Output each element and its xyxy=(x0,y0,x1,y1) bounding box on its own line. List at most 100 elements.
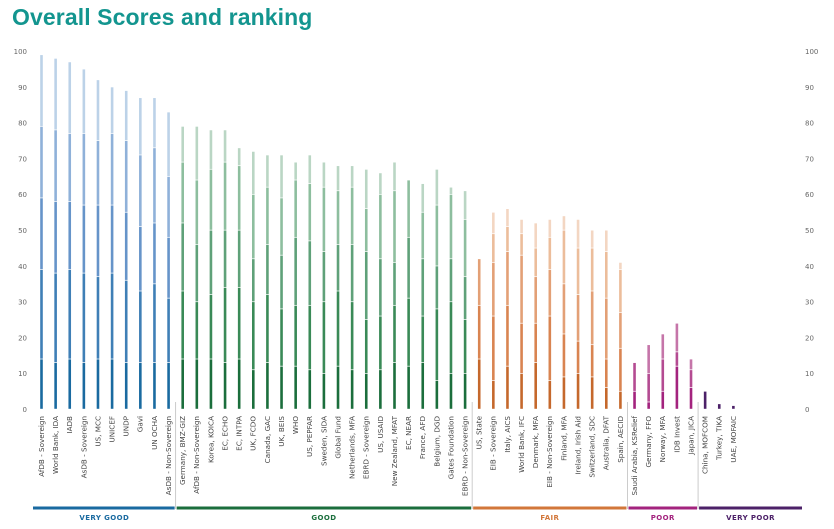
bar-segment-43-2 xyxy=(647,345,650,373)
bar-segment-19-3 xyxy=(308,183,312,241)
bar-segment-18-3 xyxy=(294,180,297,237)
bar-segment-12-0 xyxy=(209,359,213,409)
bar-segment-12-4 xyxy=(209,130,213,169)
bar-segment-30-4 xyxy=(463,191,467,220)
bar-segment-24-2 xyxy=(379,259,382,316)
bar-segment-42-1 xyxy=(633,362,636,391)
y-tick-left-0: 0 xyxy=(23,406,27,414)
bar-segment-29-3 xyxy=(449,194,453,259)
bar-segment-22-1 xyxy=(350,302,354,370)
category-label-15: UK, FCDO xyxy=(249,416,258,451)
category-label-28: Belgium, DGD xyxy=(432,416,441,467)
y-tick-right-30: 30 xyxy=(805,299,814,307)
bar-segment-39-3 xyxy=(590,248,594,291)
bar-segment-28-2 xyxy=(435,266,439,309)
bar-segment-26-1 xyxy=(407,298,410,366)
category-label-39: Switzerland, SDC xyxy=(588,416,597,478)
y-tick-right-20: 20 xyxy=(805,334,814,342)
bar-segment-23-3 xyxy=(364,209,368,252)
bar-segment-5-2 xyxy=(110,205,114,273)
bar-segment-9-3 xyxy=(167,176,170,237)
bar-segment-6-1 xyxy=(124,280,128,363)
category-label-49: UAE, MOFAIC xyxy=(729,416,738,463)
bar-segment-14-4 xyxy=(237,148,241,166)
bar-segment-2-0 xyxy=(68,359,72,409)
bar-segment-3-4 xyxy=(82,69,86,134)
bar-segment-45-1 xyxy=(675,352,679,366)
bar-segment-26-0 xyxy=(407,366,410,409)
bar-segment-33-2 xyxy=(506,251,509,305)
bar-segment-11-0 xyxy=(195,359,199,409)
bar-segment-42-0 xyxy=(633,391,636,409)
category-label-41: Spain, AECID xyxy=(616,416,625,463)
bar-segment-25-3 xyxy=(393,191,396,263)
bar-segment-31-0 xyxy=(477,359,481,409)
bar-segment-19-0 xyxy=(308,370,312,409)
bar-segment-18-2 xyxy=(294,237,297,305)
bar-segment-34-3 xyxy=(520,234,523,255)
category-label-35: Denmark, MFA xyxy=(531,416,540,468)
group-label-0: VERY GOOD xyxy=(79,514,129,522)
bar-segment-10-1 xyxy=(181,291,184,359)
bar-segment-14-0 xyxy=(237,359,241,409)
category-label-36: EIB - Non-Sovereign xyxy=(545,416,554,488)
y-tick-right-100: 100 xyxy=(805,48,818,56)
bar-segment-33-0 xyxy=(506,366,509,409)
bar-segment-17-3 xyxy=(280,198,283,255)
bar-segment-11-1 xyxy=(195,302,199,359)
bar-segment-40-1 xyxy=(605,359,608,388)
y-tick-right-40: 40 xyxy=(805,263,814,271)
category-label-45: IDB Invest xyxy=(672,416,681,453)
category-label-9: AsDB - Non-Sovereign xyxy=(164,416,173,495)
y-tick-left-90: 90 xyxy=(18,84,27,92)
bar-segment-39-1 xyxy=(590,345,594,377)
y-tick-right-0: 0 xyxy=(805,406,809,414)
bar-segment-35-4 xyxy=(534,223,537,248)
bar-segment-41-4 xyxy=(619,262,622,270)
bar-segment-27-4 xyxy=(421,183,425,212)
bar-segment-19-2 xyxy=(308,241,312,305)
bar-segment-10-0 xyxy=(181,359,184,409)
bar-segment-20-4 xyxy=(322,162,326,187)
bar-segment-47-5 xyxy=(703,391,707,409)
bar-segment-9-1 xyxy=(167,298,170,363)
bar-segment-8-0 xyxy=(153,362,156,409)
bar-segment-33-1 xyxy=(506,305,509,366)
bar-segment-14-2 xyxy=(237,230,241,288)
bar-segment-3-0 xyxy=(82,362,86,409)
category-label-44: Norway, MFA xyxy=(658,416,667,463)
bar-segment-35-1 xyxy=(534,323,537,363)
bar-segment-13-3 xyxy=(223,162,227,230)
bar-segment-44-0 xyxy=(661,391,665,409)
bar-segment-39-2 xyxy=(590,291,594,345)
bar-segment-46-0 xyxy=(689,388,693,409)
group-bar-1 xyxy=(176,506,472,510)
bar-segment-41-1 xyxy=(619,348,622,391)
bar-segment-28-1 xyxy=(435,309,439,381)
bar-segment-15-4 xyxy=(252,151,255,194)
category-label-46: Japan, JICA xyxy=(686,416,695,456)
bar-segment-13-0 xyxy=(223,362,227,409)
category-label-1: World Bank, IDA xyxy=(51,416,60,474)
bar-segment-21-0 xyxy=(336,366,340,409)
bar-segment-0-3 xyxy=(40,126,43,198)
category-label-12: Korea, KOICA xyxy=(206,416,215,463)
bar-segment-27-0 xyxy=(421,362,425,409)
bar-segment-34-4 xyxy=(520,219,523,234)
group-label-3: POOR xyxy=(651,514,675,522)
y-tick-left-50: 50 xyxy=(18,227,27,235)
bar-segment-24-3 xyxy=(379,194,382,259)
bar-segment-35-2 xyxy=(534,277,537,323)
bar-segment-9-2 xyxy=(167,237,170,298)
bar-segment-39-0 xyxy=(590,377,594,409)
bar-segment-26-3 xyxy=(407,180,410,237)
bar-segment-0-4 xyxy=(40,55,43,126)
bar-segment-2-2 xyxy=(68,201,72,270)
bar-segment-11-4 xyxy=(195,126,199,180)
bar-segment-0-0 xyxy=(40,359,43,409)
bar-segment-7-4 xyxy=(139,98,142,155)
bar-segment-38-2 xyxy=(576,294,580,341)
bar-segment-3-2 xyxy=(82,205,86,273)
category-label-14: EC, INTPA xyxy=(235,416,244,451)
bar-segment-13-4 xyxy=(223,130,227,162)
